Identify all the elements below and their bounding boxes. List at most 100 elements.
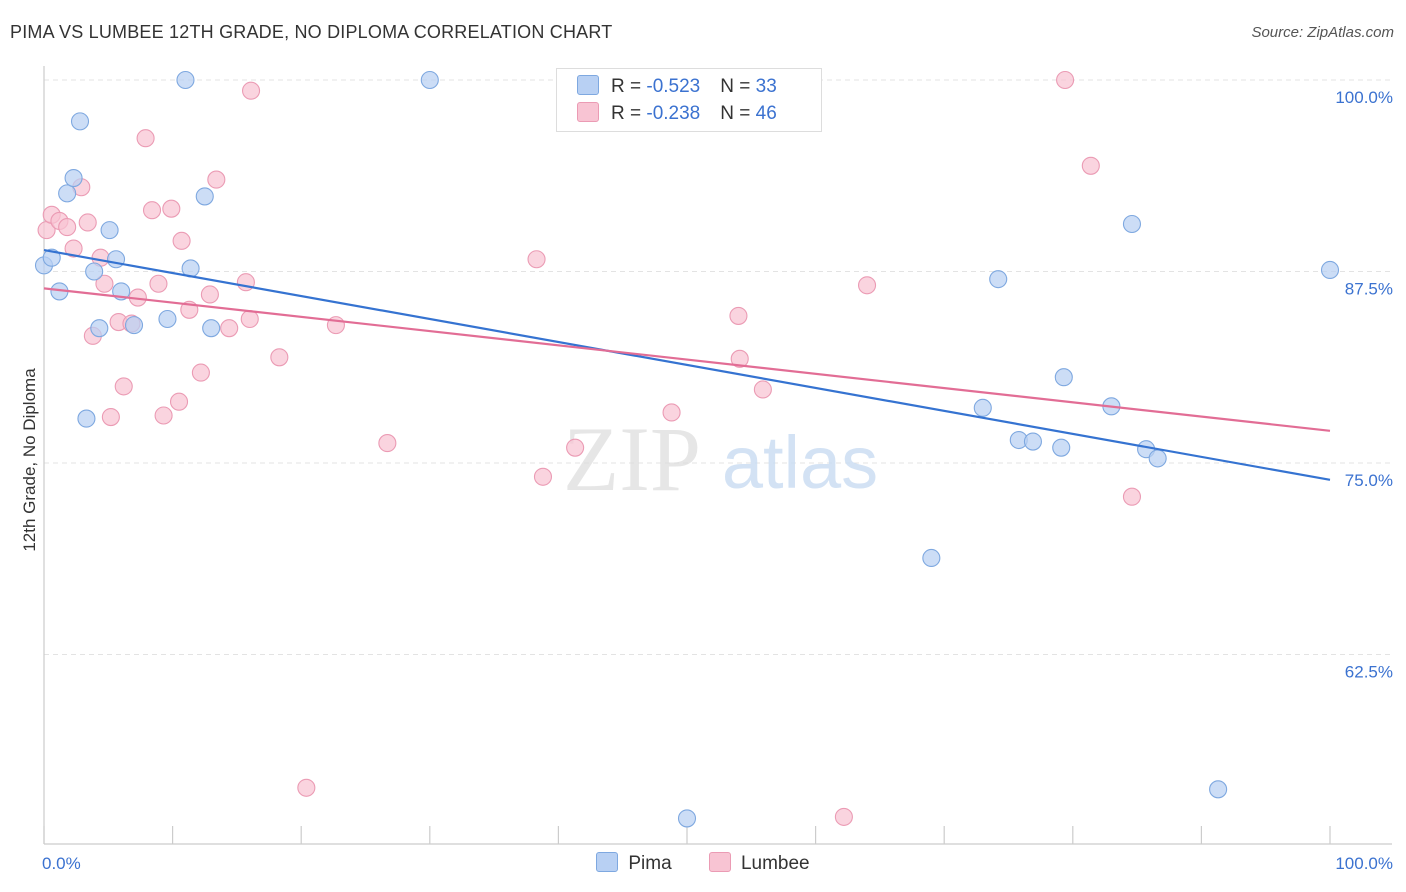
lumbee-point-37 [662, 403, 681, 422]
x-tick-label-1: 100.0% [1335, 854, 1393, 873]
watermark-zip: ZIP [563, 408, 701, 510]
lumbee-point-15 [136, 129, 155, 148]
axes [43, 66, 1392, 845]
watermark-atlas: atlas [722, 421, 878, 504]
x-tick-label-0: 0.0% [42, 854, 81, 873]
lumbee-point-12 [114, 377, 133, 396]
y-tick-label-3: 62.5% [1345, 663, 1393, 682]
trend-lines [43, 248, 1331, 481]
lumbee-point-25 [207, 170, 226, 189]
pima-point-31 [1209, 780, 1228, 799]
pima-point-19 [677, 809, 697, 828]
lumbee-points [37, 70, 1142, 826]
pima-trend-line [43, 248, 1331, 481]
lumbee-trend-line [43, 287, 1331, 432]
pima-points [34, 70, 1340, 828]
lumbee-swatch [577, 102, 599, 122]
pima-swatch [577, 75, 599, 95]
lumbee-point-19 [162, 199, 181, 218]
legend-row-pima: R = -0.523 N = 33 [577, 75, 777, 98]
y-axis-label: 12th Grade, No Diploma [20, 368, 39, 552]
pima-point-5 [70, 112, 90, 131]
lumbee-point-20 [169, 392, 189, 411]
gridlines [44, 79, 1392, 655]
pima-point-13 [158, 309, 177, 329]
chart-title: PIMA VS LUMBEE 12TH GRADE, NO DIPLOMA CO… [10, 22, 613, 42]
pima-point-10 [106, 250, 126, 269]
pima-point-32 [1320, 260, 1340, 280]
y-tick-label-2: 75.0% [1345, 471, 1393, 490]
y-tick-label-1: 87.5% [1345, 280, 1393, 299]
lumbee-point-43 [1056, 70, 1075, 90]
pima-point-22 [989, 270, 1008, 289]
lumbee-point-6 [78, 213, 97, 232]
pima-point-25 [1052, 438, 1071, 457]
pima-point-24 [1023, 432, 1042, 451]
lumbee-point-45 [1122, 487, 1142, 506]
pima-point-30 [1148, 449, 1167, 468]
lumbee-point-41 [834, 807, 853, 826]
pima-point-21 [973, 398, 992, 417]
lumbee-point-40 [753, 380, 772, 399]
stats-legend: R = -0.523 N = 33 R = -0.238 N = 46 [556, 68, 822, 132]
pima-point-4 [64, 168, 83, 188]
lumbee-point-4 [64, 239, 83, 258]
pima-point-6 [77, 409, 96, 428]
pima-n-value: 33 [755, 76, 777, 97]
lumbee-r-value: -0.238 [646, 103, 701, 124]
lumbee-point-16 [142, 201, 162, 220]
lumbee-point-17 [149, 274, 168, 293]
lumbee-point-36 [566, 438, 585, 457]
legend-item-lumbee[interactable]: Lumbee [708, 852, 810, 875]
pima-point-1 [42, 248, 61, 267]
lumbee-point-30 [270, 348, 289, 367]
lumbee-point-10 [101, 407, 120, 427]
lumbee-point-24 [200, 285, 219, 304]
lumbee-point-39 [730, 349, 749, 368]
lumbee-point-23 [191, 363, 210, 382]
pima-point-9 [100, 221, 119, 240]
pima-n-label: N = [720, 76, 756, 97]
y-tick-label-0: 100.0% [1335, 88, 1393, 107]
pima-point-17 [202, 319, 221, 338]
lumbee-point-9 [95, 274, 114, 293]
pima-point-7 [85, 262, 104, 281]
pima-r-label: R = [611, 76, 647, 97]
pima-point-18 [420, 70, 439, 90]
lumbee-point-31 [297, 778, 316, 797]
series-legend: Pima Lumbee [0, 852, 1406, 875]
lumbee-point-33 [378, 434, 397, 453]
lumbee-point-28 [240, 309, 259, 329]
pima-point-12 [124, 316, 144, 335]
lumbee-n-label: N = [720, 103, 756, 124]
pima-point-20 [922, 548, 941, 568]
source-label: Source: ZipAtlas.com [1251, 24, 1394, 41]
lumbee-point-21 [172, 231, 191, 250]
lumbee-point-35 [533, 467, 553, 486]
pima-point-16 [195, 187, 214, 206]
lumbee-point-34 [527, 250, 546, 269]
lumbee-point-44 [1081, 156, 1100, 175]
lumbee-legend-label: Lumbee [740, 853, 810, 874]
lumbee-point-18 [154, 406, 173, 425]
pima-legend-swatch [596, 852, 619, 872]
pima-point-28 [1122, 214, 1142, 234]
lumbee-point-29 [241, 81, 261, 100]
legend-item-pima[interactable]: Pima [596, 852, 672, 875]
watermark: ZIP atlas [563, 408, 878, 510]
pima-point-3 [58, 184, 77, 203]
legend-row-lumbee: R = -0.238 N = 46 [577, 102, 777, 125]
pima-point-8 [90, 319, 109, 338]
lumbee-point-26 [220, 319, 239, 338]
lumbee-r-label: R = [611, 103, 647, 124]
lumbee-legend-swatch [708, 852, 731, 872]
lumbee-point-38 [729, 306, 748, 325]
pima-point-26 [1054, 368, 1073, 387]
lumbee-point-3 [58, 218, 77, 237]
lumbee-point-42 [857, 276, 877, 295]
lumbee-n-value: 46 [755, 103, 777, 124]
pima-legend-label: Pima [628, 853, 672, 874]
pima-point-14 [176, 70, 195, 90]
tick-labels: 100.0% 87.5% 75.0% 62.5% 0.0% 100.0% [42, 88, 1393, 873]
